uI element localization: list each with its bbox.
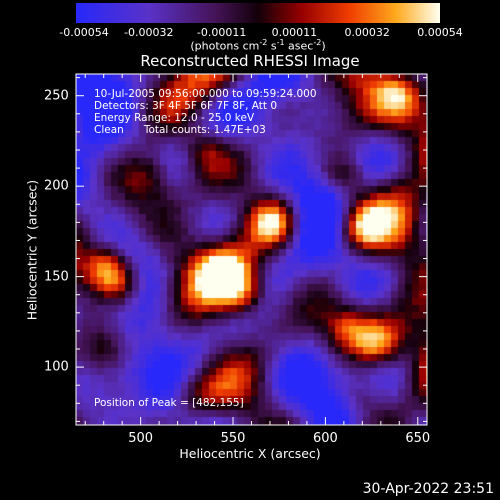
colorbar-tick-label: 0.00054: [417, 26, 463, 39]
x-tick-label: 650: [405, 431, 431, 446]
colorbar-tick-label: 0.00032: [344, 26, 390, 39]
heatmap-image: [76, 74, 427, 425]
x-tick-label: 550: [220, 431, 246, 446]
x-tick-label: 600: [312, 431, 338, 446]
colorbar-tick-label: 0.00011: [271, 26, 318, 39]
colorbar-tick-label: -0.00054: [59, 26, 109, 39]
y-tick-label: 250: [44, 88, 69, 104]
y-tick-label: 100: [44, 359, 69, 375]
x-axis-label: Heliocentric X (arcsec): [179, 446, 321, 461]
time-range-label: 10-Jul-2005 09:56:00.000 to 09:59:24.000: [94, 88, 317, 100]
y-tick-label: 150: [44, 269, 69, 285]
x-tick-label: 500: [128, 431, 154, 446]
y-tick-label: 200: [44, 178, 69, 194]
energy-range-label: Energy Range: 12.0 - 25.0 keV: [94, 112, 255, 124]
timestamp: 30-Apr-2022 23:51: [362, 481, 494, 497]
clean-counts-label: Clean Total counts: 1.47E+03: [94, 124, 266, 136]
colorbar-tick-label: -0.00032: [124, 26, 174, 39]
detectors-label: Detectors: 3F 4F 5F 6F 7F 8F, Att 0: [94, 100, 278, 112]
colorbar: [76, 3, 440, 23]
chart-title: Reconstructed RHESSI Image: [140, 52, 360, 70]
colorbar-tick-label: -0.00011: [196, 26, 247, 39]
y-axis-label: Heliocentric Y (arcsec): [24, 179, 40, 321]
peak-position-label: Position of Peak = [482,155]: [94, 397, 244, 409]
colorbar-units: (photons cm-2 s-1 asec-2): [190, 38, 326, 53]
